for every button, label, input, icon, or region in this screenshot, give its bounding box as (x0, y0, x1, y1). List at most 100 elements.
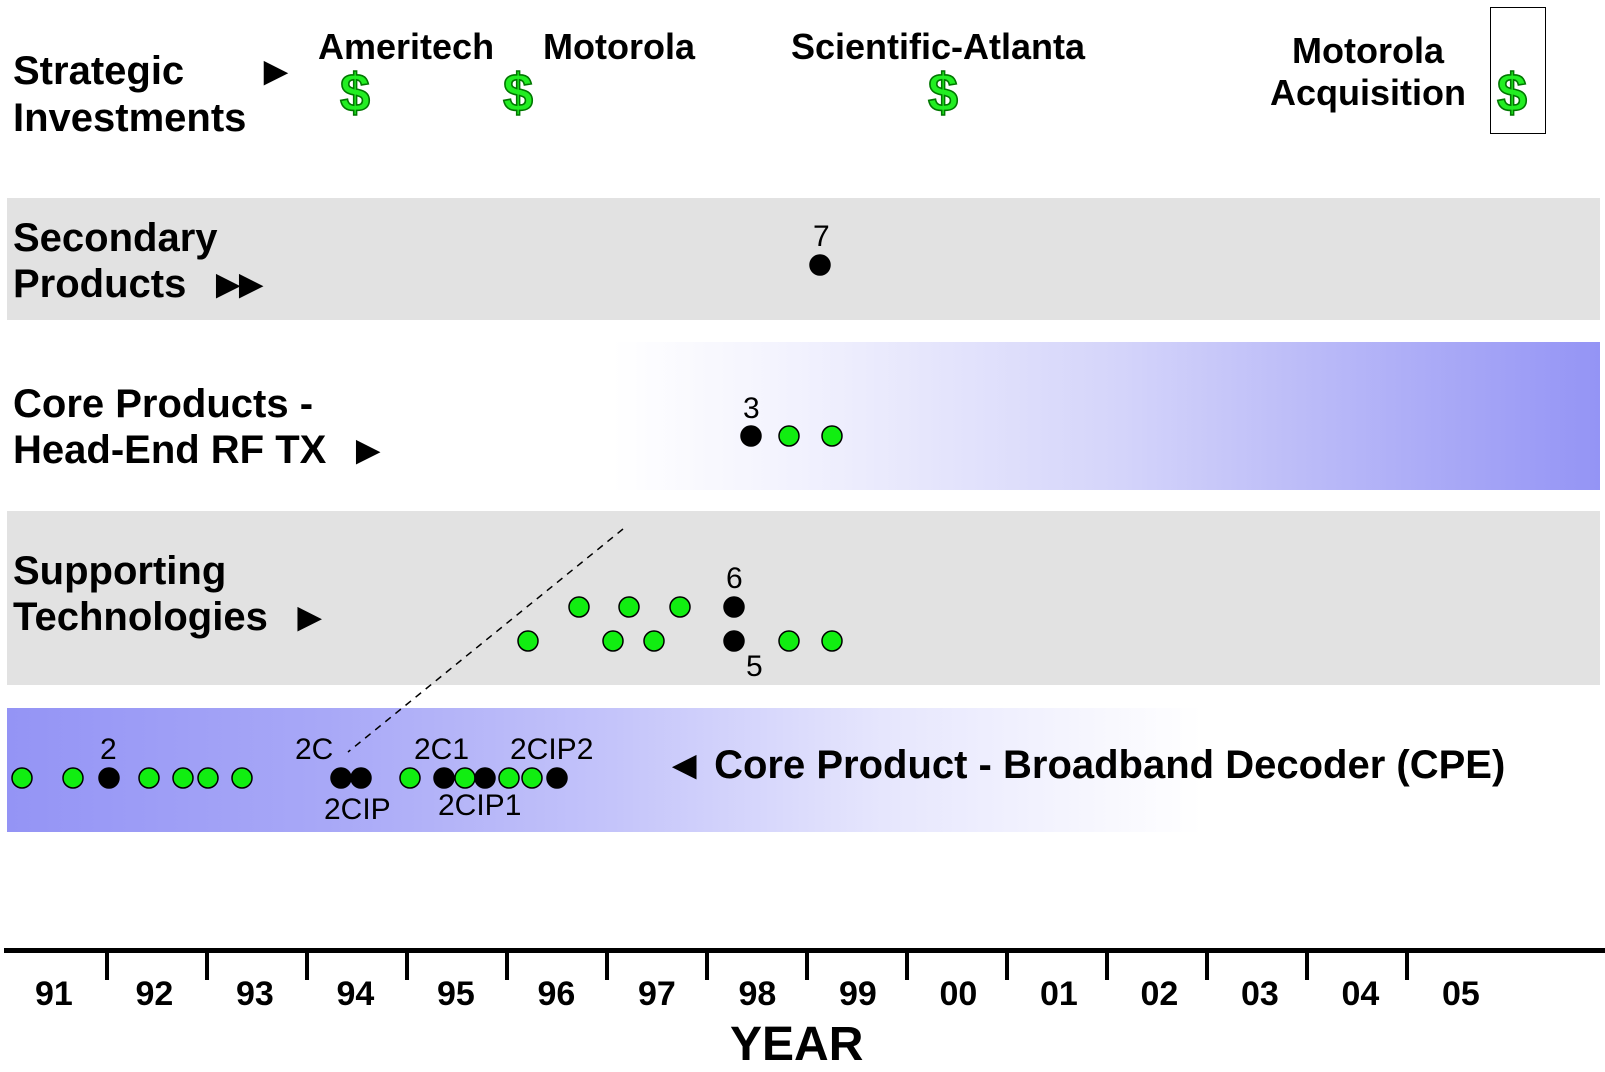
year-label-01: 01 (1040, 975, 1078, 1013)
core_cpe-dot (521, 767, 543, 789)
axis-tick (505, 950, 509, 980)
dot-label-2cip: 2CIP (324, 793, 391, 826)
core-rf-line2: Head-End RF TX (13, 428, 327, 472)
strategic-line2: Investments (13, 96, 247, 140)
supporting_upper-dot (568, 596, 590, 618)
secondary-line1: Secondary (13, 216, 218, 260)
acquisition-box (1490, 7, 1546, 134)
double-arrow-right-icon: ▶▶ (216, 268, 263, 301)
dot-label-2cip2: 2CIP2 (510, 733, 594, 766)
year-label-00: 00 (939, 975, 978, 1013)
axis-tick (405, 950, 409, 980)
investment-motorola: Motorola (543, 26, 695, 67)
supporting_lower-dot (778, 630, 800, 652)
supporting_lower-dot-5 (723, 630, 745, 652)
core_cpe-dot (231, 767, 253, 789)
core_cpe-dot (454, 767, 476, 789)
year-axis-title: YEAR (730, 1018, 864, 1071)
dot-label-5: 5 (746, 650, 763, 683)
acq-line2: Acquisition (1270, 72, 1466, 113)
core-cpe-text: Core Product - Broadband Decoder (CPE) (714, 743, 1506, 787)
core_rf-dot (778, 425, 800, 447)
year-label-97: 97 (638, 975, 676, 1013)
supporting-technologies-band (7, 511, 1600, 685)
investment-ameritech: Ameritech (318, 26, 495, 67)
core_cpe-dot-2C1 (433, 767, 455, 789)
arrow-right-icon: ▶ (356, 434, 380, 467)
core_cpe-dot (197, 767, 219, 789)
dollar-icon: $ (502, 63, 534, 123)
year-label-92: 92 (135, 975, 174, 1013)
axis-tick (805, 950, 809, 980)
dot-label-6: 6 (726, 562, 743, 595)
dollar-icon: $ (927, 63, 959, 123)
year-label-99: 99 (839, 975, 877, 1013)
core_cpe-dot (498, 767, 520, 789)
core_cpe-dot (399, 767, 421, 789)
core_cpe-dot-2 (98, 767, 120, 789)
dollar-icon: $ (1496, 63, 1528, 123)
core_rf-dot-3 (740, 425, 762, 447)
year-axis-line (4, 948, 1605, 953)
core_cpe-dot (62, 767, 84, 789)
dot-label-3: 3 (743, 392, 760, 425)
year-label-98: 98 (738, 975, 777, 1013)
acq-line1: Motorola (1292, 30, 1444, 71)
secondary-dot-7 (809, 254, 831, 276)
supporting_upper-dot (669, 596, 691, 618)
year-label-94: 94 (336, 975, 375, 1013)
core-rf-band (7, 342, 1600, 490)
core_cpe-dot (11, 767, 33, 789)
year-label-04: 04 (1341, 975, 1380, 1013)
core_cpe-dot-2CIP2 (546, 767, 568, 789)
axis-tick (1305, 950, 1309, 980)
axis-tick (205, 950, 209, 980)
year-label-91: 91 (35, 975, 73, 1013)
core_cpe-dot (138, 767, 160, 789)
arrow-right-icon: ▶ (297, 601, 321, 634)
core-rf-line1: Core Products - (13, 382, 314, 426)
supporting_upper-dot-6 (723, 596, 745, 618)
secondary-line2: Products (13, 262, 187, 306)
core-cpe-label: ◀ Core Product - Broadband Decoder (CPE) (673, 742, 1505, 789)
dot-label-2: 2 (100, 733, 117, 766)
core-rf-label: Core Products - Head-End RF TX ▶ (13, 381, 379, 474)
axis-tick (705, 950, 709, 980)
core_cpe-dot-2CIP (350, 767, 372, 789)
supporting_lower-dot (821, 630, 843, 652)
year-label-02: 02 (1140, 975, 1179, 1013)
arrow-left-icon: ◀ (673, 749, 697, 782)
investment-scientific-atlanta: Scientific-Atlanta (791, 26, 1086, 67)
supporting-line2: Technologies (13, 595, 268, 639)
core_cpe-dot-2C (330, 767, 352, 789)
axis-tick (1005, 950, 1009, 980)
investment-motorola-acquisition: Motorola Acquisition (1270, 30, 1466, 114)
strategic-investments-label: Strategic ▶ Investments (13, 48, 287, 141)
secondary-products-band (7, 198, 1600, 320)
dollar-icon: $ (339, 63, 371, 123)
year-label-05: 05 (1442, 975, 1480, 1013)
strategic-line1: Strategic (13, 49, 185, 93)
axis-tick (1105, 950, 1109, 980)
dot-label-2c1: 2C1 (414, 733, 470, 766)
axis-tick (905, 950, 909, 980)
year-label-03: 03 (1241, 975, 1279, 1013)
dot-label-7: 7 (813, 220, 830, 253)
axis-tick (305, 950, 309, 980)
core_cpe-dot (172, 767, 194, 789)
secondary-products-label: Secondary Products ▶▶ (13, 215, 263, 308)
axis-tick (105, 950, 109, 980)
supporting_lower-dot (643, 630, 665, 652)
supporting_lower-dot (602, 630, 624, 652)
core_rf-dot (821, 425, 843, 447)
arrow-right-icon: ▶ (264, 55, 288, 88)
dashed-connector-line (347, 528, 624, 753)
dot-label-2cip1: 2CIP1 (438, 789, 522, 822)
core-cpe-band (7, 708, 1600, 832)
supporting-line1: Supporting (13, 549, 227, 593)
core_cpe-dot-2CIP1 (474, 767, 496, 789)
supporting_upper-dot (618, 596, 640, 618)
axis-tick (605, 950, 609, 980)
year-label-96: 96 (537, 975, 576, 1013)
